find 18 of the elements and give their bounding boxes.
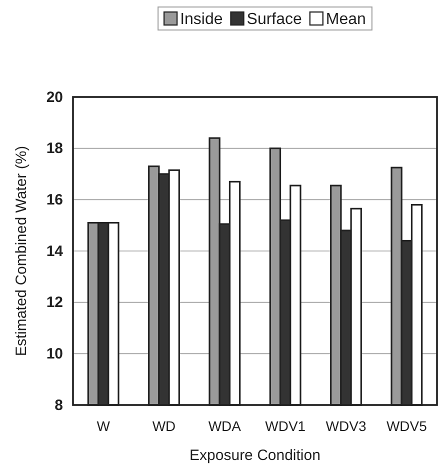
y-axis-title: Estimated Combined Water (%) [13,146,30,356]
y-tick-label: 14 [46,242,64,260]
legend-label: Surface [246,11,302,28]
y-tick-label: 16 [46,191,63,208]
x-tick-label: WDA [208,418,242,434]
x-axis-title: Exposure Condition [190,447,320,464]
y-tick-label: 8 [54,396,63,414]
y-tick-label: 18 [46,140,63,158]
x-tick-label: WDV5 [386,418,428,434]
legend-label: Inside [180,11,223,28]
legend-label: Mean [326,11,366,28]
y-tick-label: 12 [46,294,63,312]
x-tick-label: W [96,418,111,434]
y-tick-label: 20 [46,88,63,106]
x-tick-label: WDV1 [265,418,306,434]
x-tick-label: WD [152,418,176,434]
x-tick-label: WDV3 [326,418,366,434]
y-tick-label: 10 [46,345,63,362]
